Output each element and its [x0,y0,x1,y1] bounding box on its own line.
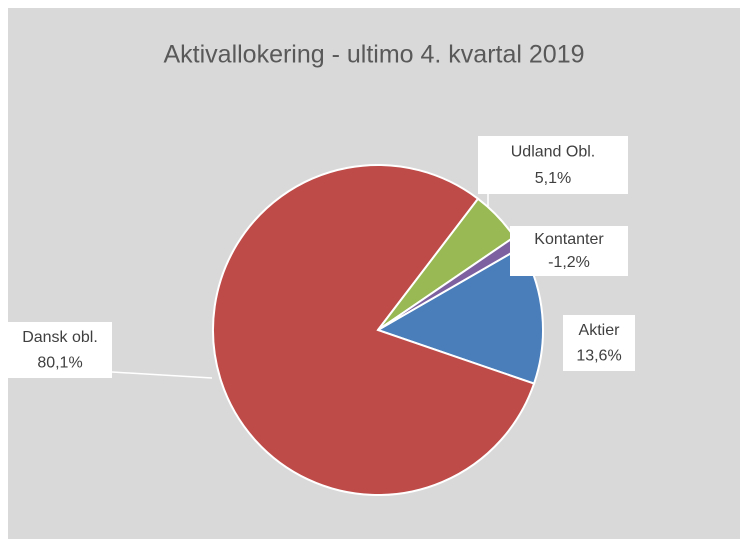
value-label: -1,2% [548,254,590,271]
value-label: 80,1% [37,355,82,372]
label-box [478,136,628,194]
value-label: 13,6% [576,348,621,365]
category-label: Udland Obl. [511,143,596,160]
category-label: Dansk obl. [22,329,98,346]
label-box [563,315,635,371]
chart-title: Aktivallokering - ultimo 4. kvartal 2019 [163,41,584,69]
value-label: 5,1% [535,170,571,187]
label-box [8,322,112,378]
label-box [510,226,628,276]
category-label: Kontanter [534,231,604,248]
category-label: Aktier [579,322,621,339]
leader-line [111,371,213,379]
pie-slice [212,164,536,496]
